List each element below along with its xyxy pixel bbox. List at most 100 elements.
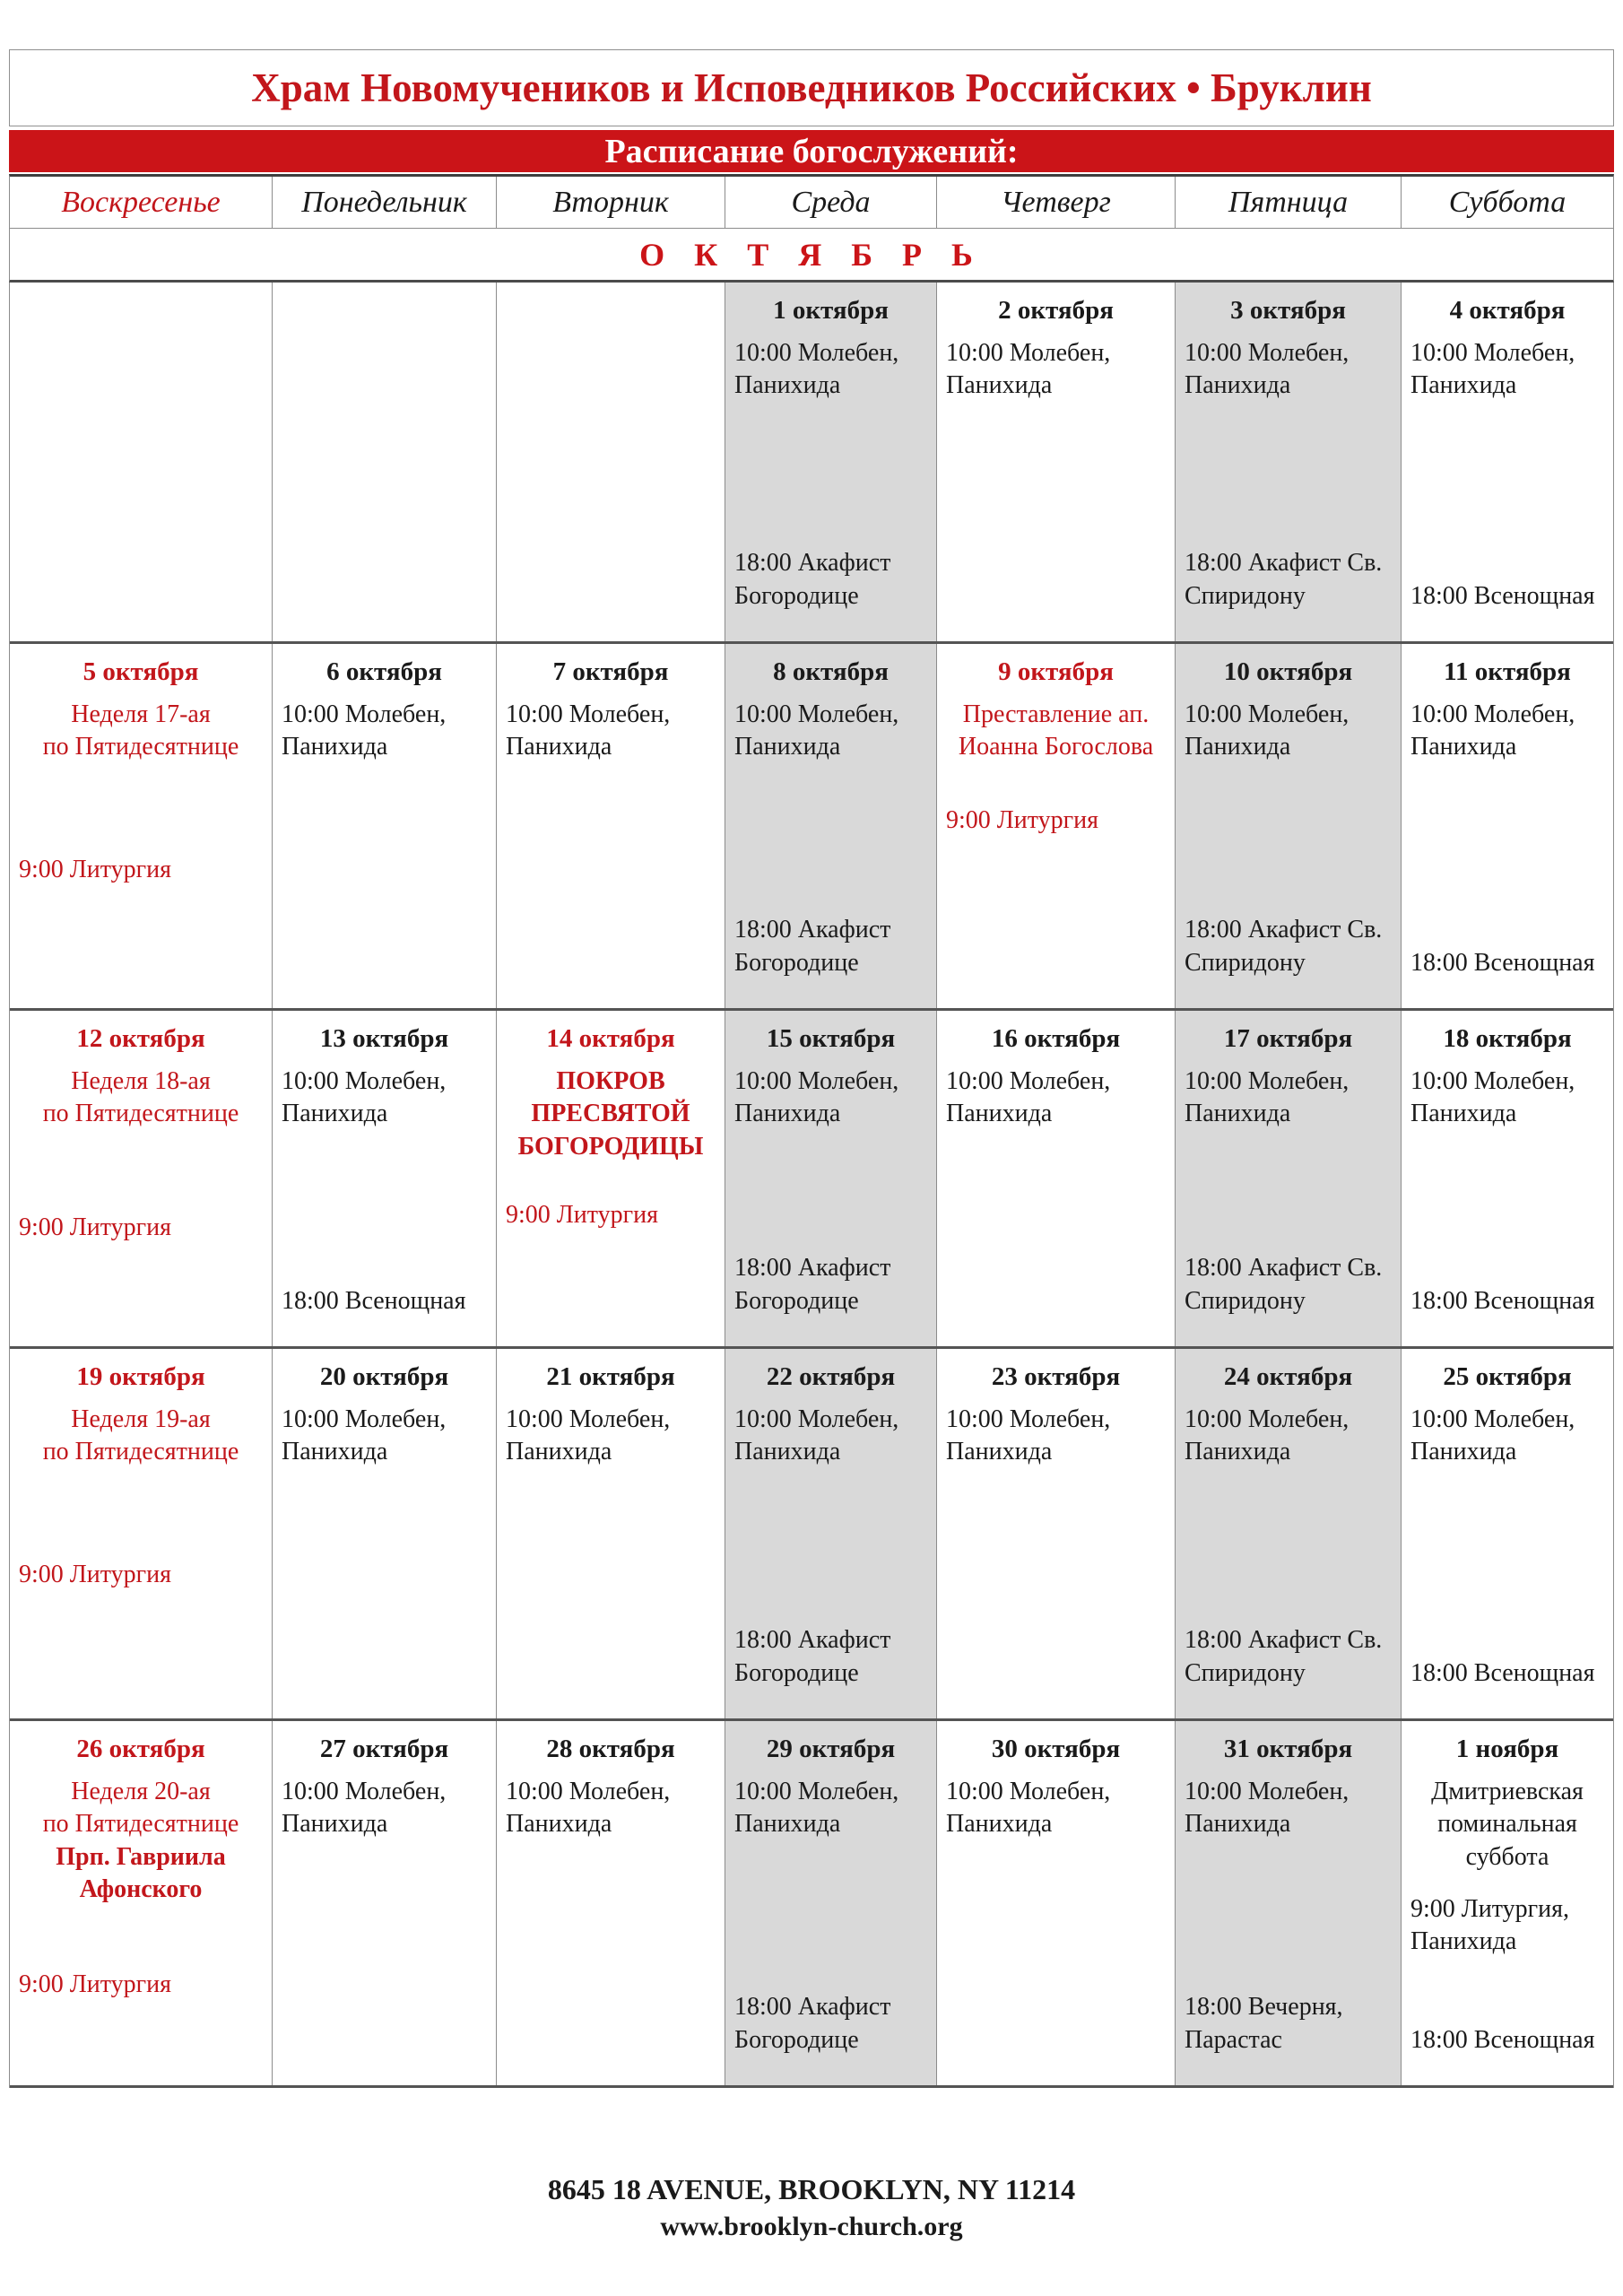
date-label: 21 октября [546,1362,675,1391]
service-line: 10:00 Молебен, Панихида [1185,1405,1350,1466]
service-line: Дмитриевская поминальная суббота [1431,1777,1584,1871]
service-line: 18:00 Всенощная [1410,2025,1595,2054]
empty-day-cell [10,283,273,641]
date-label: 29 октября [766,1735,896,1763]
day-cell: 17 октября 10:00 Молебен, Панихида 18:00 А… [1176,1011,1402,1346]
date-label: 1 октября [773,296,889,325]
service-line: 9:00 Литургия [506,1200,658,1229]
service-line: 10:00 Молебен, Панихида [1410,700,1575,761]
day-header-monday: Понедельник [273,177,497,228]
day-header-saturday: Суббота [1448,185,1567,219]
evening-services: 18:00 Всенощная [1410,1657,1604,1690]
day-cell: 9 октября Преставление ап. Иоанна Богосло… [937,644,1176,1008]
service-line: 10:00 Молебен, Панихида [1185,338,1350,400]
service-line: 10:00 Молебен, Панихида [1185,1777,1350,1839]
week-row: 19 октября Неделя 19-ая по Пятидесятнице 9:… [10,1349,1613,1721]
evening-services: 18:00 Акафист Богородице [734,914,927,979]
service-line: 9:00 Литургия [19,855,171,883]
calendar-grid: 1 октября 10:00 Молебен, Панихида 18:00 Ак… [9,283,1614,2088]
day-cell: 1 октября 10:00 Молебен, Панихида 18:00 Ак… [725,283,937,641]
service-line: Прп. Гавриила Афонского [56,1842,226,1903]
day-cell: 10 октября 10:00 Молебен, Панихида 18:00 А… [1176,644,1402,1008]
service-line: 10:00 Молебен, Панихида [282,1405,447,1466]
date-label: 25 октября [1443,1362,1572,1391]
day-cell: 21 октября 10:00 Молебен, Панихида [497,1349,725,1718]
date-label: 19 октября [76,1362,205,1391]
date-label: 2 октября [998,296,1114,325]
service-line: 18:00 Всенощная [1410,581,1595,610]
date-label: 30 октября [991,1735,1121,1763]
service-line: 18:00 Вечерня, Парастас [1185,1993,1343,2054]
service-line: 10:00 Молебен, Панихида [734,1066,899,1128]
date-label: 4 октября [1449,296,1566,325]
service-line: 10:00 Молебен, Панихида [1185,700,1350,761]
date-label: 14 октября [546,1024,675,1053]
week-row: 1 октября 10:00 Молебен, Панихида 18:00 Ак… [10,283,1613,644]
service-line: 18:00 Всенощная [282,1286,466,1315]
service-line: 10:00 Молебен, Панихида [282,1066,447,1128]
empty-day-cell [497,283,725,641]
service-line: по Пятидесятнице [42,1100,239,1128]
service-line: 18:00 Акафист Св. Спиридону [1185,549,1383,610]
day-cell: 22 октября 10:00 Молебен, Панихида 18:00 А… [725,1349,937,1718]
evening-services: 18:00 Акафист Св. Спиридону [1185,914,1392,979]
date-label: 13 октября [319,1024,449,1053]
date-label: 5 октября [82,657,199,686]
day-cell: 18 октября 10:00 Молебен, Панихида 18:00 В… [1402,1011,1613,1346]
date-label: 10 октября [1223,657,1353,686]
service-line: 10:00 Молебен, Панихида [946,1066,1111,1128]
footer: 8645 18 AVENUE, BROOKLYN, NY 11214 www.b… [9,2170,1614,2246]
service-line: 10:00 Молебен, Панихида [1185,1066,1350,1128]
day-cell: 23 октября 10:00 Молебен, Панихида [937,1349,1176,1718]
service-line: 18:00 Акафист Богородице [734,1993,891,2054]
service-line: 10:00 Молебен, Панихида [734,338,899,400]
day-cell: 30 октября 10:00 Молебен, Панихида [937,1721,1176,2085]
day-cell: 2 октября 10:00 Молебен, Панихида [937,283,1176,641]
date-label: 18 октября [1443,1024,1572,1053]
service-line: 18:00 Всенощная [1410,1286,1595,1315]
date-label: 27 октября [319,1735,449,1763]
service-line: Неделя 20-ая [71,1777,211,1805]
day-cell: 20 октября 10:00 Молебен, Панихида [273,1349,497,1718]
day-cell: 31 октября 10:00 Молебен, Панихида 18:00 В… [1176,1721,1402,2085]
service-line: 18:00 Всенощная [1410,1658,1595,1687]
evening-services: 18:00 Всенощная [1410,580,1604,613]
service-line: 18:00 Всенощная [1410,948,1595,977]
evening-services: 18:00 Акафист Св. Спиридону [1185,1252,1392,1318]
date-label: 9 октября [998,657,1114,686]
service-line: 18:00 Акафист Богородице [734,916,891,977]
day-cell: 3 октября 10:00 Молебен, Панихида 18:00 Ак… [1176,283,1402,641]
empty-day-cell [273,283,497,641]
day-cell: 6 октября 10:00 Молебен, Панихида [273,644,497,1008]
date-label: 6 октября [326,657,442,686]
day-cell: 24 октября 10:00 Молебен, Панихида 18:00 А… [1176,1349,1402,1718]
evening-services: 18:00 Всенощная [1410,1285,1604,1318]
week-row: 5 октября Неделя 17-ая по Пятидесятнице 9:0… [10,644,1613,1011]
service-line: по Пятидесятнице [42,733,239,761]
service-line: 9:00 Литургия [19,1970,171,1999]
service-line: 18:00 Акафист Св. Спиридону [1185,1626,1383,1687]
week-row: 12 октября Неделя 18-ая по Пятидесятнице 9:… [10,1011,1613,1349]
week-row: 26 октября Неделя 20-ая по Пятидесятнице Пр… [10,1721,1613,2088]
date-label: 23 октября [991,1362,1121,1391]
service-line: ПОКРОВ ПРЕСВЯТОЙ БОГОРОДИЦЫ [517,1066,704,1161]
service-line: 18:00 Акафист Богородице [734,1626,891,1687]
day-cell: 4 октября 10:00 Молебен, Панихида 18:00 Вс… [1402,283,1613,641]
service-line: 10:00 Молебен, Панихида [506,700,671,761]
day-header-row: Воскресенье Понедельник Вторник Среда Че… [9,174,1614,229]
month-row: О К Т Я Б Р Ь [9,229,1614,283]
date-label: 8 октября [773,657,889,686]
service-line: Неделя 18-ая [71,1066,211,1095]
service-line: 10:00 Молебен, Панихида [734,1405,899,1466]
day-cell: 14 октября ПОКРОВ ПРЕСВЯТОЙ БОГОРОДИЦЫ 9:0… [497,1011,725,1346]
day-header-wednesday: Среда [725,177,937,228]
day-cell: 27 октября 10:00 Молебен, Панихида [273,1721,497,2085]
date-label: 15 октября [766,1024,896,1053]
day-cell: 5 октября Неделя 17-ая по Пятидесятнице 9:0… [10,644,273,1008]
service-line: 10:00 Молебен, Панихида [946,338,1111,400]
day-cell: 29 октября 10:00 Молебен, Панихида 18:00 А… [725,1721,937,2085]
schedule-banner-label: Расписание богослужений: [604,132,1019,170]
schedule-page: Храм Новомучеников и Исповедников Россий… [9,0,1614,2246]
service-line: 18:00 Акафист Св. Спиридону [1185,1254,1383,1315]
evening-services: 18:00 Акафист Богородице [734,547,927,613]
